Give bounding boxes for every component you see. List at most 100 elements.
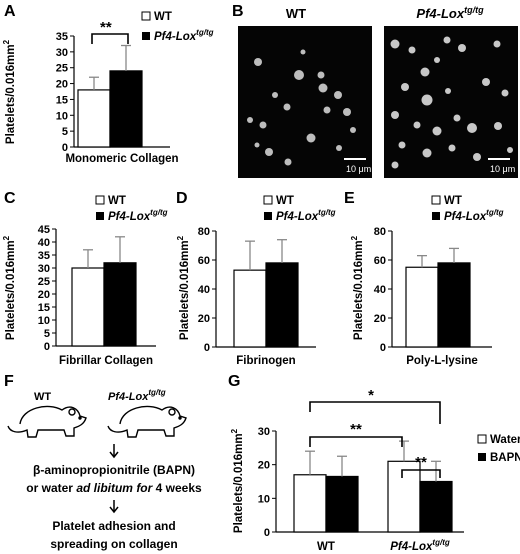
- legend-swatch-wt: [141, 11, 151, 21]
- scale-bar: [344, 158, 366, 160]
- y-tick-label: 15: [56, 94, 68, 106]
- y-tick-label: 15: [38, 302, 50, 314]
- x-category-label-base: Pf4-Lox: [390, 541, 433, 553]
- y-tick-label: 20: [198, 313, 210, 325]
- significance-brackets-g: [309, 401, 441, 478]
- bar: [405, 266, 439, 348]
- y-axis-title-sup: 2: [350, 235, 359, 240]
- y-axis-title-base: Platelets/0.016mm: [5, 240, 17, 340]
- chart-monomeric-collagen: Platelets/0.016mm2 0 5 10 15 20 25 30 35 Monomeri…: [2, 31, 179, 165]
- legend-label-wt: WT: [276, 195, 294, 207]
- treatment-line-2: or water ad libitum for 4 weeks: [26, 481, 202, 495]
- y-tick-label: 40: [198, 284, 210, 296]
- bar: [437, 262, 471, 348]
- panel-label-b: B: [232, 3, 244, 20]
- legend-swatch-bapn: [478, 453, 486, 461]
- legend-swatch-wt: [263, 195, 273, 205]
- treatment-line-1: β-aminopropionitrile (BAPN): [33, 463, 195, 477]
- y-axis-title-base: Platelets/0.016mm: [353, 240, 365, 340]
- y-tick-label: 30: [38, 263, 50, 275]
- y-tick-label: 25: [56, 63, 68, 75]
- y-tick-label: 10: [38, 315, 50, 327]
- y-tick-label: 40: [38, 237, 50, 249]
- y-tick-label: 80: [374, 226, 386, 238]
- bar: [109, 70, 143, 148]
- bar: [233, 269, 267, 348]
- panel-label-e: E: [344, 190, 355, 207]
- micrograph-tg: Pf4-Loxtg/tg 10 μm: [384, 5, 518, 178]
- legend-c: WT Pf4-Loxtg/tg: [95, 195, 168, 223]
- y-tick-label: 10: [56, 110, 68, 122]
- outcome-line-1: Platelet adhesion and: [52, 519, 175, 533]
- legend-e: WT Pf4-Loxtg/tg: [431, 195, 504, 223]
- y-tick-label: 60: [374, 255, 386, 267]
- scale-bar-label: 10 μm: [346, 164, 371, 174]
- legend-swatch-wt: [431, 195, 441, 205]
- legend-d: WT Pf4-Loxtg/tg: [263, 195, 336, 223]
- bar: [265, 262, 299, 348]
- bar: [77, 89, 111, 148]
- y-tick-label: 45: [38, 224, 50, 236]
- y-tick-label: 0: [62, 142, 68, 154]
- legend-swatch-water: [477, 434, 487, 444]
- y-tick-label: 60: [198, 255, 210, 267]
- x-axis-label: Monomeric Collagen: [65, 153, 178, 165]
- y-tick-label: 25: [38, 276, 50, 288]
- legend-label-tg: Pf4-Loxtg/tg: [154, 28, 214, 43]
- down-arrow-icon: [109, 444, 119, 459]
- micrograph-wt: WT 10 μm: [238, 6, 372, 178]
- legend-label-tg: Pf4-Loxtg/tg: [108, 208, 168, 223]
- y-axis-title: Platelets/0.016mm2: [350, 235, 365, 340]
- legend-a: WT Pf4-Loxtg/tg: [141, 11, 214, 43]
- y-axis-title-base: Platelets/0.016mm: [233, 433, 245, 533]
- significance-label-a: **: [100, 19, 112, 36]
- mouse-wt-icon: [7, 405, 87, 438]
- x-axis-label: Poly-L-lysine: [406, 355, 478, 367]
- panel-label-c: C: [4, 190, 16, 207]
- scale-bar: [488, 158, 510, 160]
- y-axis-title-sup: 2: [176, 235, 185, 240]
- legend-label-bapn: BAPN: [490, 452, 520, 464]
- legend-label-wt: WT: [444, 195, 462, 207]
- y-tick-label: 0: [264, 527, 270, 539]
- bar: [71, 267, 105, 347]
- y-tick-label: 80: [198, 226, 210, 238]
- legend-label-tg: Pf4-Loxtg/tg: [276, 208, 336, 223]
- bar: [387, 460, 421, 533]
- y-tick-label: 20: [258, 460, 270, 472]
- down-arrow-icon: [109, 500, 119, 514]
- legend-label-water: Water: [490, 434, 520, 446]
- y-tick-label: 30: [258, 426, 270, 438]
- y-tick-label: 20: [56, 79, 68, 91]
- y-tick-label: 40: [374, 284, 386, 296]
- chart-fibrillar-collagen: Platelets/0.016mm2051015202530354045Fibr…: [2, 224, 156, 367]
- legend-label-wt: WT: [154, 11, 172, 23]
- legend-g: Water BAPN: [477, 434, 520, 464]
- y-axis-title: Platelets/0.016mm2: [2, 39, 17, 144]
- legend-label-wt: WT: [108, 195, 126, 207]
- legend-swatch-tg: [264, 212, 272, 220]
- x-axis-label: Fibrinogen: [236, 355, 295, 367]
- legend-swatch-tg: [96, 212, 104, 220]
- panel-label-a: A: [4, 3, 16, 20]
- significance-bracket-a: [91, 33, 129, 44]
- significance-label-outer: *: [368, 387, 374, 404]
- y-tick-label: 5: [44, 328, 50, 340]
- y-tick-label: 0: [380, 342, 386, 354]
- y-tick-label: 5: [62, 126, 68, 138]
- platelet-cells: [247, 49, 356, 166]
- y-tick-label: 30: [56, 47, 68, 59]
- legend-swatch-tg: [142, 32, 150, 40]
- y-tick-label: 35: [56, 31, 68, 43]
- y-axis-title: Platelets/0.016mm2: [2, 235, 17, 340]
- micrograph-label-wt: WT: [286, 6, 306, 21]
- scale-bar-label: 10 μm: [490, 164, 515, 174]
- bar: [325, 475, 359, 533]
- bar: [293, 474, 327, 533]
- y-tick-label: 0: [204, 342, 210, 354]
- significance-label-tg: **: [415, 454, 427, 471]
- y-axis-title-sup: 2: [2, 39, 11, 44]
- y-tick-label: 20: [38, 289, 50, 301]
- legend-label-tg: Pf4-Loxtg/tg: [444, 208, 504, 223]
